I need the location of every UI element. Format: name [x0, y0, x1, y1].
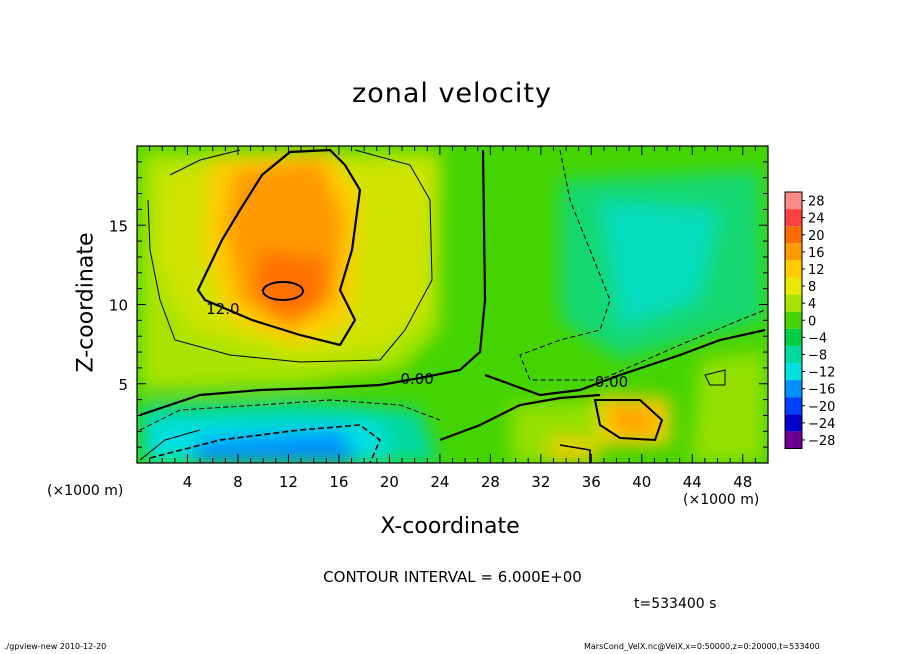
- z-unit-label: (×1000 m): [47, 483, 124, 499]
- colorbar-label: −28: [808, 434, 835, 449]
- colorbar-label: 0: [808, 314, 816, 329]
- x-tick-label: 32: [531, 473, 550, 491]
- x-tick-label: 48: [733, 473, 752, 491]
- colorbar-label: −12: [808, 366, 835, 381]
- colorbar-swatch: [785, 243, 802, 261]
- colorbar-label: 8: [808, 280, 816, 295]
- contour-lines: [139, 148, 766, 463]
- colorbar-label: −24: [808, 417, 835, 432]
- colorbar-label: −16: [808, 383, 835, 398]
- x-tick-label: 8: [233, 473, 243, 491]
- colorbar-label: 24: [808, 212, 825, 227]
- colorbar-swatch: [785, 380, 802, 398]
- colorbar-swatch: [785, 226, 802, 244]
- x-unit-label: (×1000 m): [683, 492, 760, 508]
- y-tick-label: 15: [109, 217, 128, 235]
- y-axis-ticks: 5 10 15: [109, 161, 768, 448]
- colorbar-swatch: [785, 260, 802, 278]
- colorbar-label: −20: [808, 400, 835, 415]
- colorbar-swatch: [785, 294, 802, 312]
- colorbar-swatch: [785, 311, 802, 329]
- contour-label: 0.00: [400, 370, 433, 388]
- velocity-field: [137, 146, 768, 463]
- contour-label: 0.00: [595, 373, 628, 391]
- colorbar-label: 4: [808, 297, 816, 312]
- x-tick-label: 16: [329, 473, 348, 491]
- contour-label: 12.0: [206, 300, 239, 318]
- x-axis-label: X-coordinate: [380, 514, 520, 539]
- x-axis-ticks: 4 8 12 16 20 24 28 32 36 40 44 48: [149, 146, 756, 491]
- x-tick-label: 44: [683, 473, 702, 491]
- x-tick-label: 4: [183, 473, 193, 491]
- contour-labels: 12.0 0.00 0.00: [206, 300, 628, 391]
- colorbar-label: −8: [808, 348, 827, 363]
- colorbar-swatch: [785, 209, 802, 227]
- colorbar-swatch: [785, 414, 802, 432]
- x-tick-label: 12: [279, 473, 298, 491]
- x-tick-label: 28: [481, 473, 500, 491]
- colorbar-label: 12: [808, 263, 825, 278]
- colorbar-label: 28: [808, 195, 825, 210]
- colorbar-swatch: [785, 192, 802, 210]
- colorbar-swatch: [785, 431, 802, 449]
- colorbar-swatch: [785, 277, 802, 295]
- time-stamp: t=533400 s: [634, 596, 717, 612]
- y-tick-label: 10: [109, 297, 128, 315]
- colorbar: 28 24 20 16 12 8 4 0 −4 −8 −12 −16 −20 −24 −28: [784, 191, 835, 449]
- x-tick-label: 20: [380, 473, 399, 491]
- y-axis-label: Z-coordinate: [73, 232, 99, 373]
- colorbar-label: 16: [808, 246, 825, 261]
- colorbar-swatch: [785, 363, 802, 381]
- x-tick-label: 24: [430, 473, 449, 491]
- colorbar-swatch: [785, 397, 802, 415]
- contour-interval-text: CONTOUR INTERVAL = 6.000E+00: [323, 568, 582, 586]
- colorbar-label: 20: [808, 229, 825, 244]
- footer-right: MarsCond_VelX.nc@VelX,x=0:50000,z=0:2000…: [584, 642, 820, 651]
- x-tick-label: 36: [582, 473, 601, 491]
- colorbar-label: −4: [808, 331, 827, 346]
- footer-left: ./gpview-new 2010-12-20: [4, 642, 107, 651]
- colorbar-swatch: [785, 328, 802, 346]
- chart-title: zonal velocity: [352, 78, 552, 109]
- colorbar-swatch: [785, 345, 802, 363]
- y-tick-label: 5: [118, 376, 128, 394]
- x-tick-label: 40: [632, 473, 651, 491]
